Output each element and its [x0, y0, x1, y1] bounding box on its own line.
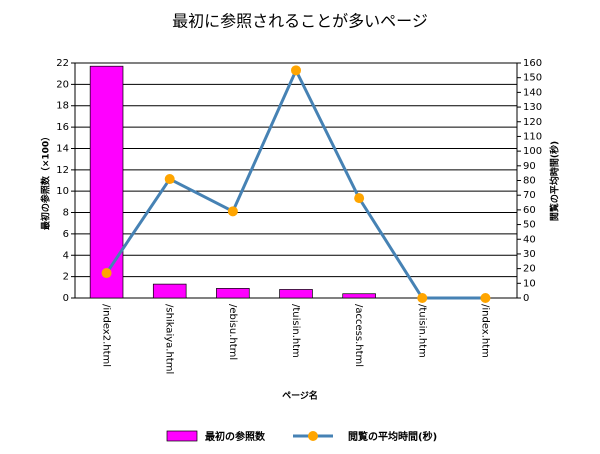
line-marker [227, 206, 238, 217]
chart-title: 最初に参照されることが多いページ [172, 12, 428, 31]
y2-tick-label: 90 [523, 161, 536, 172]
x-tick-label: /ebisu.html [227, 304, 238, 360]
legend-swatch [308, 431, 318, 441]
y2-axis-label: 閲覧の平均時間(秒) [549, 141, 561, 221]
line [105, 66, 486, 300]
y-tick-label: 2 [63, 272, 69, 283]
line-marker [417, 293, 428, 303]
line-marker [354, 193, 365, 204]
x-axis-label: ページ名 [282, 390, 318, 402]
y-axis-label: 最初の参照数（×100） [40, 132, 52, 230]
y2-tick-label: 80 [523, 176, 536, 187]
y2-tick-label: 120 [523, 117, 542, 128]
y-tick-label: 12 [56, 165, 69, 176]
y-tick-label: 0 [63, 293, 69, 304]
y-tick-label: 22 [56, 58, 69, 69]
legend-swatch [166, 430, 198, 442]
y2-tick-label: 40 [523, 234, 536, 245]
y-tick-label: 10 [56, 186, 69, 197]
bar [279, 289, 313, 299]
y2-tick-label: 150 [523, 73, 542, 84]
y2-tick-label: 50 [523, 220, 536, 231]
y-tick-label: 6 [63, 229, 69, 240]
y-tick-label: 16 [56, 122, 69, 133]
line-marker [101, 268, 112, 279]
y-tick-label: 18 [56, 101, 69, 112]
y2-tick-label: 130 [523, 102, 542, 113]
y2-tick-label: 60 [523, 205, 536, 216]
legend-label: 閲覧の平均時間(秒) [348, 430, 437, 443]
y2-tick-label: 10 [523, 278, 536, 289]
y-tick-label: 14 [56, 143, 69, 154]
x-tick-label: /index.htm [479, 304, 490, 358]
bar [342, 293, 376, 299]
y2-tick-label: 110 [523, 131, 542, 142]
x-tick-label: /access.html [353, 304, 364, 367]
bar [152, 283, 187, 299]
y2-tick-label: 140 [523, 87, 542, 98]
y-tick-label: 8 [63, 208, 69, 219]
y-tick-label: 4 [63, 250, 69, 261]
legend-label: 最初の参照数 [205, 430, 266, 443]
x-tick-label: /shikaiya.html [164, 304, 175, 374]
bar [216, 288, 250, 299]
x-tick-label: /tuisin.htm [416, 304, 427, 358]
y2-tick-label: 160 [523, 58, 542, 69]
y2-tick-label: 20 [523, 264, 536, 275]
y-tick-label: 20 [56, 79, 69, 90]
x-tick-label: /tuisin.htm [290, 304, 301, 358]
y2-tick-label: 100 [523, 146, 542, 157]
line-marker [164, 174, 175, 185]
line-marker [480, 293, 491, 303]
y2-tick-label: 30 [523, 249, 536, 260]
x-tick-label: /index2.html [101, 304, 112, 367]
y2-tick-label: 0 [523, 293, 529, 304]
bar [89, 65, 124, 299]
y2-tick-label: 70 [523, 190, 536, 201]
line-marker [291, 65, 301, 76]
